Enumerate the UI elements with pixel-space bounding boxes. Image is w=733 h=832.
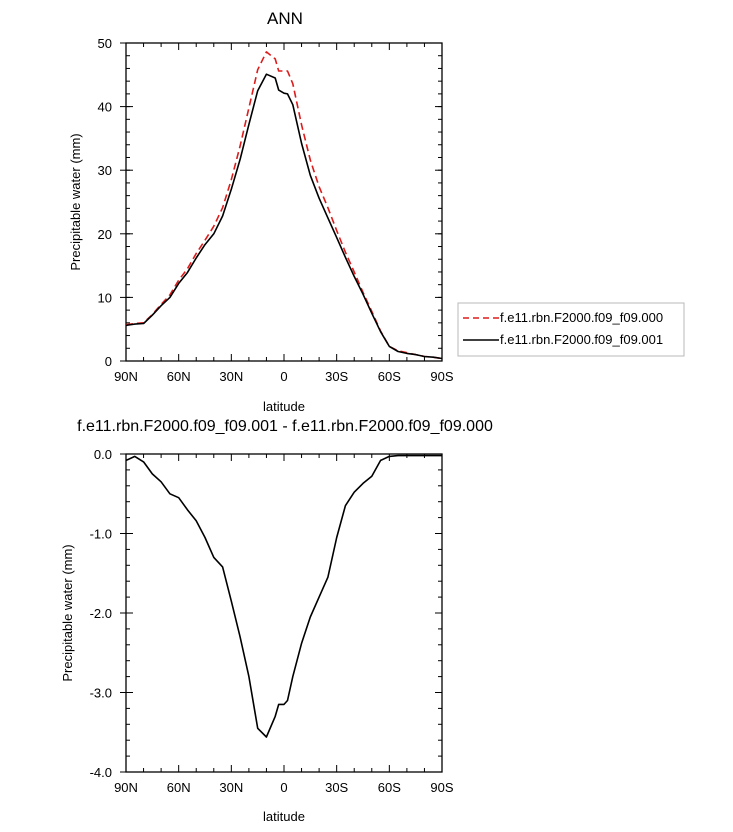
precipitable-water-chart: ANN 90N 60N 30N 0 30S 60S 90S 0 10 20 30 40 50 latit… bbox=[68, 9, 685, 414]
difference-chart-title: f.e11.rbn.F2000.f09_f09.001 - f.e11.rbn.… bbox=[77, 418, 493, 435]
legend-label-series-0: f.e11.rbn.F2000.f09_f09.000 bbox=[500, 310, 663, 325]
y-tick-label: 30 bbox=[98, 163, 112, 178]
x-tick-label: 90N bbox=[114, 369, 138, 384]
chart-title: ANN bbox=[267, 9, 303, 28]
series-layer bbox=[125, 454, 442, 738]
x-axis-label: latitude bbox=[263, 809, 305, 824]
x-tick-label: 30S bbox=[325, 369, 348, 384]
y-tick-label: -2.0 bbox=[90, 606, 112, 621]
series-line-0 bbox=[125, 454, 442, 738]
series-line-1 bbox=[125, 73, 443, 360]
y-tick-label: 0 bbox=[105, 354, 112, 369]
y-tick-label: 10 bbox=[98, 290, 112, 305]
y-axis-label: Precipitable water (mm) bbox=[68, 133, 83, 270]
y-axis-label: Precipitable water (mm) bbox=[60, 544, 75, 681]
y-tick-label: 20 bbox=[98, 227, 112, 242]
x-tick-label: 0 bbox=[280, 369, 287, 384]
x-tick-label: 60N bbox=[167, 780, 191, 795]
y-tick-label: 0.0 bbox=[94, 447, 112, 462]
x-tick-label: 30N bbox=[219, 780, 243, 795]
difference-chart: f.e11.rbn.F2000.f09_f09.001 - f.e11.rbn.… bbox=[60, 418, 493, 824]
legend-box bbox=[457, 302, 685, 357]
series-layer bbox=[125, 51, 443, 360]
y-tick-label: -1.0 bbox=[90, 527, 112, 542]
plot-area-frame bbox=[125, 453, 443, 773]
x-tick-label: 60N bbox=[167, 369, 191, 384]
y-tick-label: 50 bbox=[98, 36, 112, 51]
tick-layer: 90N 60N 30N 0 30S 60S 90S 0 10 20 30 40 50 bbox=[98, 36, 454, 384]
y-tick-label: 40 bbox=[98, 100, 112, 115]
x-tick-label: 90N bbox=[114, 780, 138, 795]
series-line-0 bbox=[125, 51, 443, 360]
x-tick-label: 30S bbox=[325, 780, 348, 795]
x-tick-label: 30N bbox=[219, 369, 243, 384]
y-tick-label: -4.0 bbox=[90, 765, 112, 780]
y-tick-label: -3.0 bbox=[90, 686, 112, 701]
x-tick-label: 0 bbox=[280, 780, 287, 795]
x-tick-label: 90S bbox=[430, 369, 453, 384]
x-tick-label: 90S bbox=[430, 780, 453, 795]
legend: f.e11.rbn.F2000.f09_f09.000 f.e11.rbn.F2… bbox=[457, 302, 685, 357]
x-tick-label: 60S bbox=[378, 369, 401, 384]
legend-label-series-1: f.e11.rbn.F2000.f09_f09.001 bbox=[500, 332, 663, 347]
x-tick-label: 60S bbox=[378, 780, 401, 795]
tick-layer: 90N 60N 30N 0 30S 60S 90S 0.0 -1.0 -2.0 -3.0 -4.0 bbox=[90, 447, 454, 795]
plot-area-frame bbox=[125, 42, 443, 362]
x-axis-label: latitude bbox=[263, 399, 305, 414]
